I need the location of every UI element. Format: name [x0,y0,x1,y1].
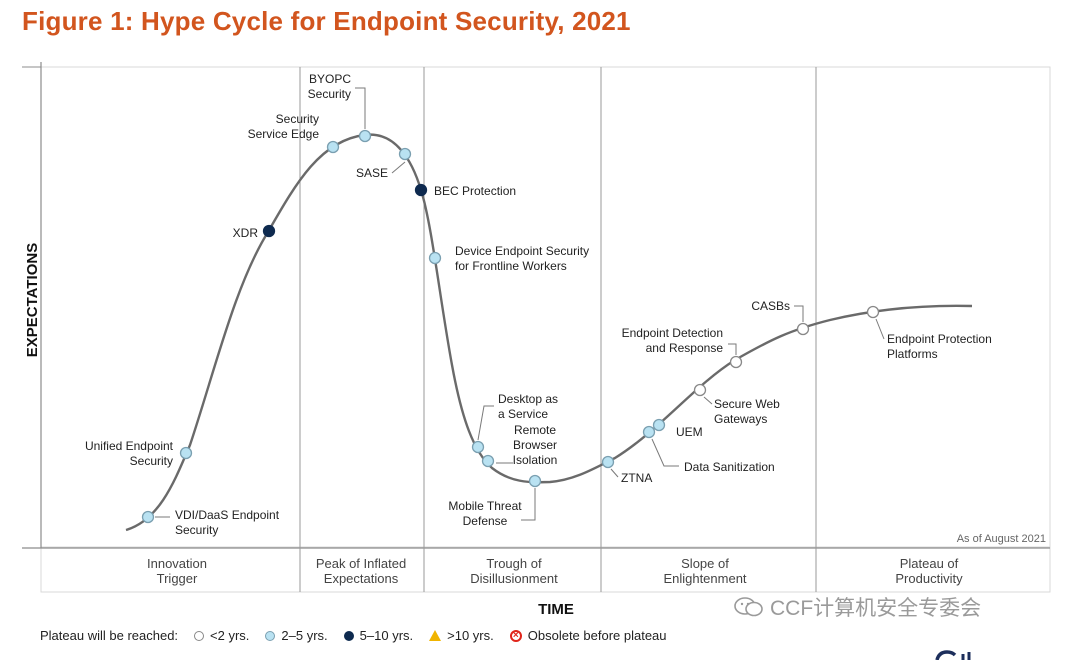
label-remote-browser-isolation: Remote Browser Isolation [513,423,558,467]
light-blue-circle-icon [265,630,276,641]
marker-secure-web-gateways [693,383,707,397]
legend-item-lt2: <2 yrs. [194,628,249,643]
marker-desktop-as-a-service [471,440,485,454]
white-circle-icon [194,630,205,641]
legend-item-obsolete: × Obsolete before plateau [509,628,667,643]
plot-area [40,66,1051,548]
marker-vdi-daas-endpoint-security [141,510,155,524]
leader-endpoint-protection-platforms [875,318,885,340]
leader-desktop-as-a-service [477,405,494,441]
label-data-sanitization: Data Sanitization [684,460,775,474]
marker-ztna [601,455,615,469]
watermark: CCF计算机安全专委会 [734,592,981,622]
x-axis-title: TIME [538,601,574,618]
label-endpoint-protection-platforms: Endpoint Protection Platforms [887,332,992,361]
label-endpoint-detection-and-response: Endpoint Detection and Response [622,326,724,355]
label-mobile-threat-defense: Mobile Threat Defense [448,499,522,528]
technology-markers [141,129,880,524]
marker-sase [398,147,412,161]
obsolete-x-icon: × [509,629,522,642]
marker-endpoint-protection-platforms [866,305,880,319]
marker-bec-protection [414,183,428,197]
marker-xdr [262,224,276,238]
navy-circle-icon [343,630,354,641]
phase-label-plateau-of-productivity: Plateau of Productivity [895,556,963,586]
legend-title: Plateau will be reached: [40,628,179,643]
label-desktop-as-a-service: Desktop as a Service [498,392,558,421]
label-bec-protection: BEC Protection [434,184,516,198]
label-leader-lines [155,87,885,521]
label-secure-web-gateways: Secure Web Gateways [714,397,780,426]
marker-data-sanitization [642,425,656,439]
label-security-service-edge: Security Service Edge [248,112,320,141]
leader-mobile-threat-defense [521,488,536,521]
marker-byopc-security [358,129,372,143]
label-device-endpoint-security-for-frontline-workers: Device Endpoint Security for Frontline Wo… [455,244,589,273]
hype-curve-line [125,133,973,532]
marker-mobile-threat-defense [528,474,542,488]
marker-uem [652,418,666,432]
hype-cycle-chart: VDI/DaaS Endpoint Security Unified Endpoin… [22,62,1051,618]
y-axis-title: EXPECTATIONS [24,243,41,357]
label-unified-endpoint-security: Unified Endpoint Security [85,439,174,468]
label-xdr: XDR [233,226,259,240]
wechat-icon [734,597,763,617]
marker-unified-endpoint-security [179,446,193,460]
phase-separators [299,67,817,592]
label-byopc-security: BYOPC Security [308,72,352,101]
label-casbs: CASBs [751,299,790,313]
label-sase: SASE [356,166,388,180]
phase-label-innovation-trigger: Innovation Trigger [147,556,207,586]
label-uem: UEM [676,425,703,439]
leader-ztna [610,468,619,478]
leader-sase [391,161,406,174]
legend-item-gt10: >10 yrs. [429,628,494,643]
phase-label-trough-of-disillusionment: Trough of Disillusionment [470,556,558,586]
phase-labels: Innovation Trigger Peak of Inflated Expecta… [147,556,963,586]
yellow-triangle-icon [429,630,442,641]
leader-data-sanitization [651,438,679,467]
figure-title: Figure 1: Hype Cycle for Endpoint Securi… [22,6,631,36]
marker-security-service-edge [326,140,340,154]
gartner-logo-fragment [933,640,993,660]
marker-endpoint-detection-and-response [729,355,743,369]
legend-item-5to10: 5–10 yrs. [343,628,413,643]
technology-labels: VDI/DaaS Endpoint Security Unified Endpoin… [85,72,992,537]
marker-remote-browser-isolation [481,454,495,468]
leader-byopc-security [355,87,366,129]
phase-band [40,547,1051,593]
label-vdi-daas-endpoint-security: VDI/DaaS Endpoint Security [175,508,280,537]
label-ztna: ZTNA [621,471,652,485]
as-of-date: As of August 2021 [957,533,1046,545]
legend-item-2to5: 2–5 yrs. [265,628,328,643]
leader-casbs [794,305,804,322]
marker-device-endpoint-security-for-frontline-workers [428,251,442,265]
marker-casbs [796,322,810,336]
phase-label-slope-of-enlightenment: Slope of Enlightenment [663,556,746,586]
leader-secure-web-gateways [703,396,713,405]
legend: Plateau will be reached: <2 yrs. 2–5 yrs… [40,628,667,643]
watermark-text: CCF计算机安全专委会 [770,597,982,620]
leader-endpoint-detection-and-response [728,343,737,355]
phase-label-peak-of-inflated-expectations: Peak of Inflated Expectations [316,556,406,586]
